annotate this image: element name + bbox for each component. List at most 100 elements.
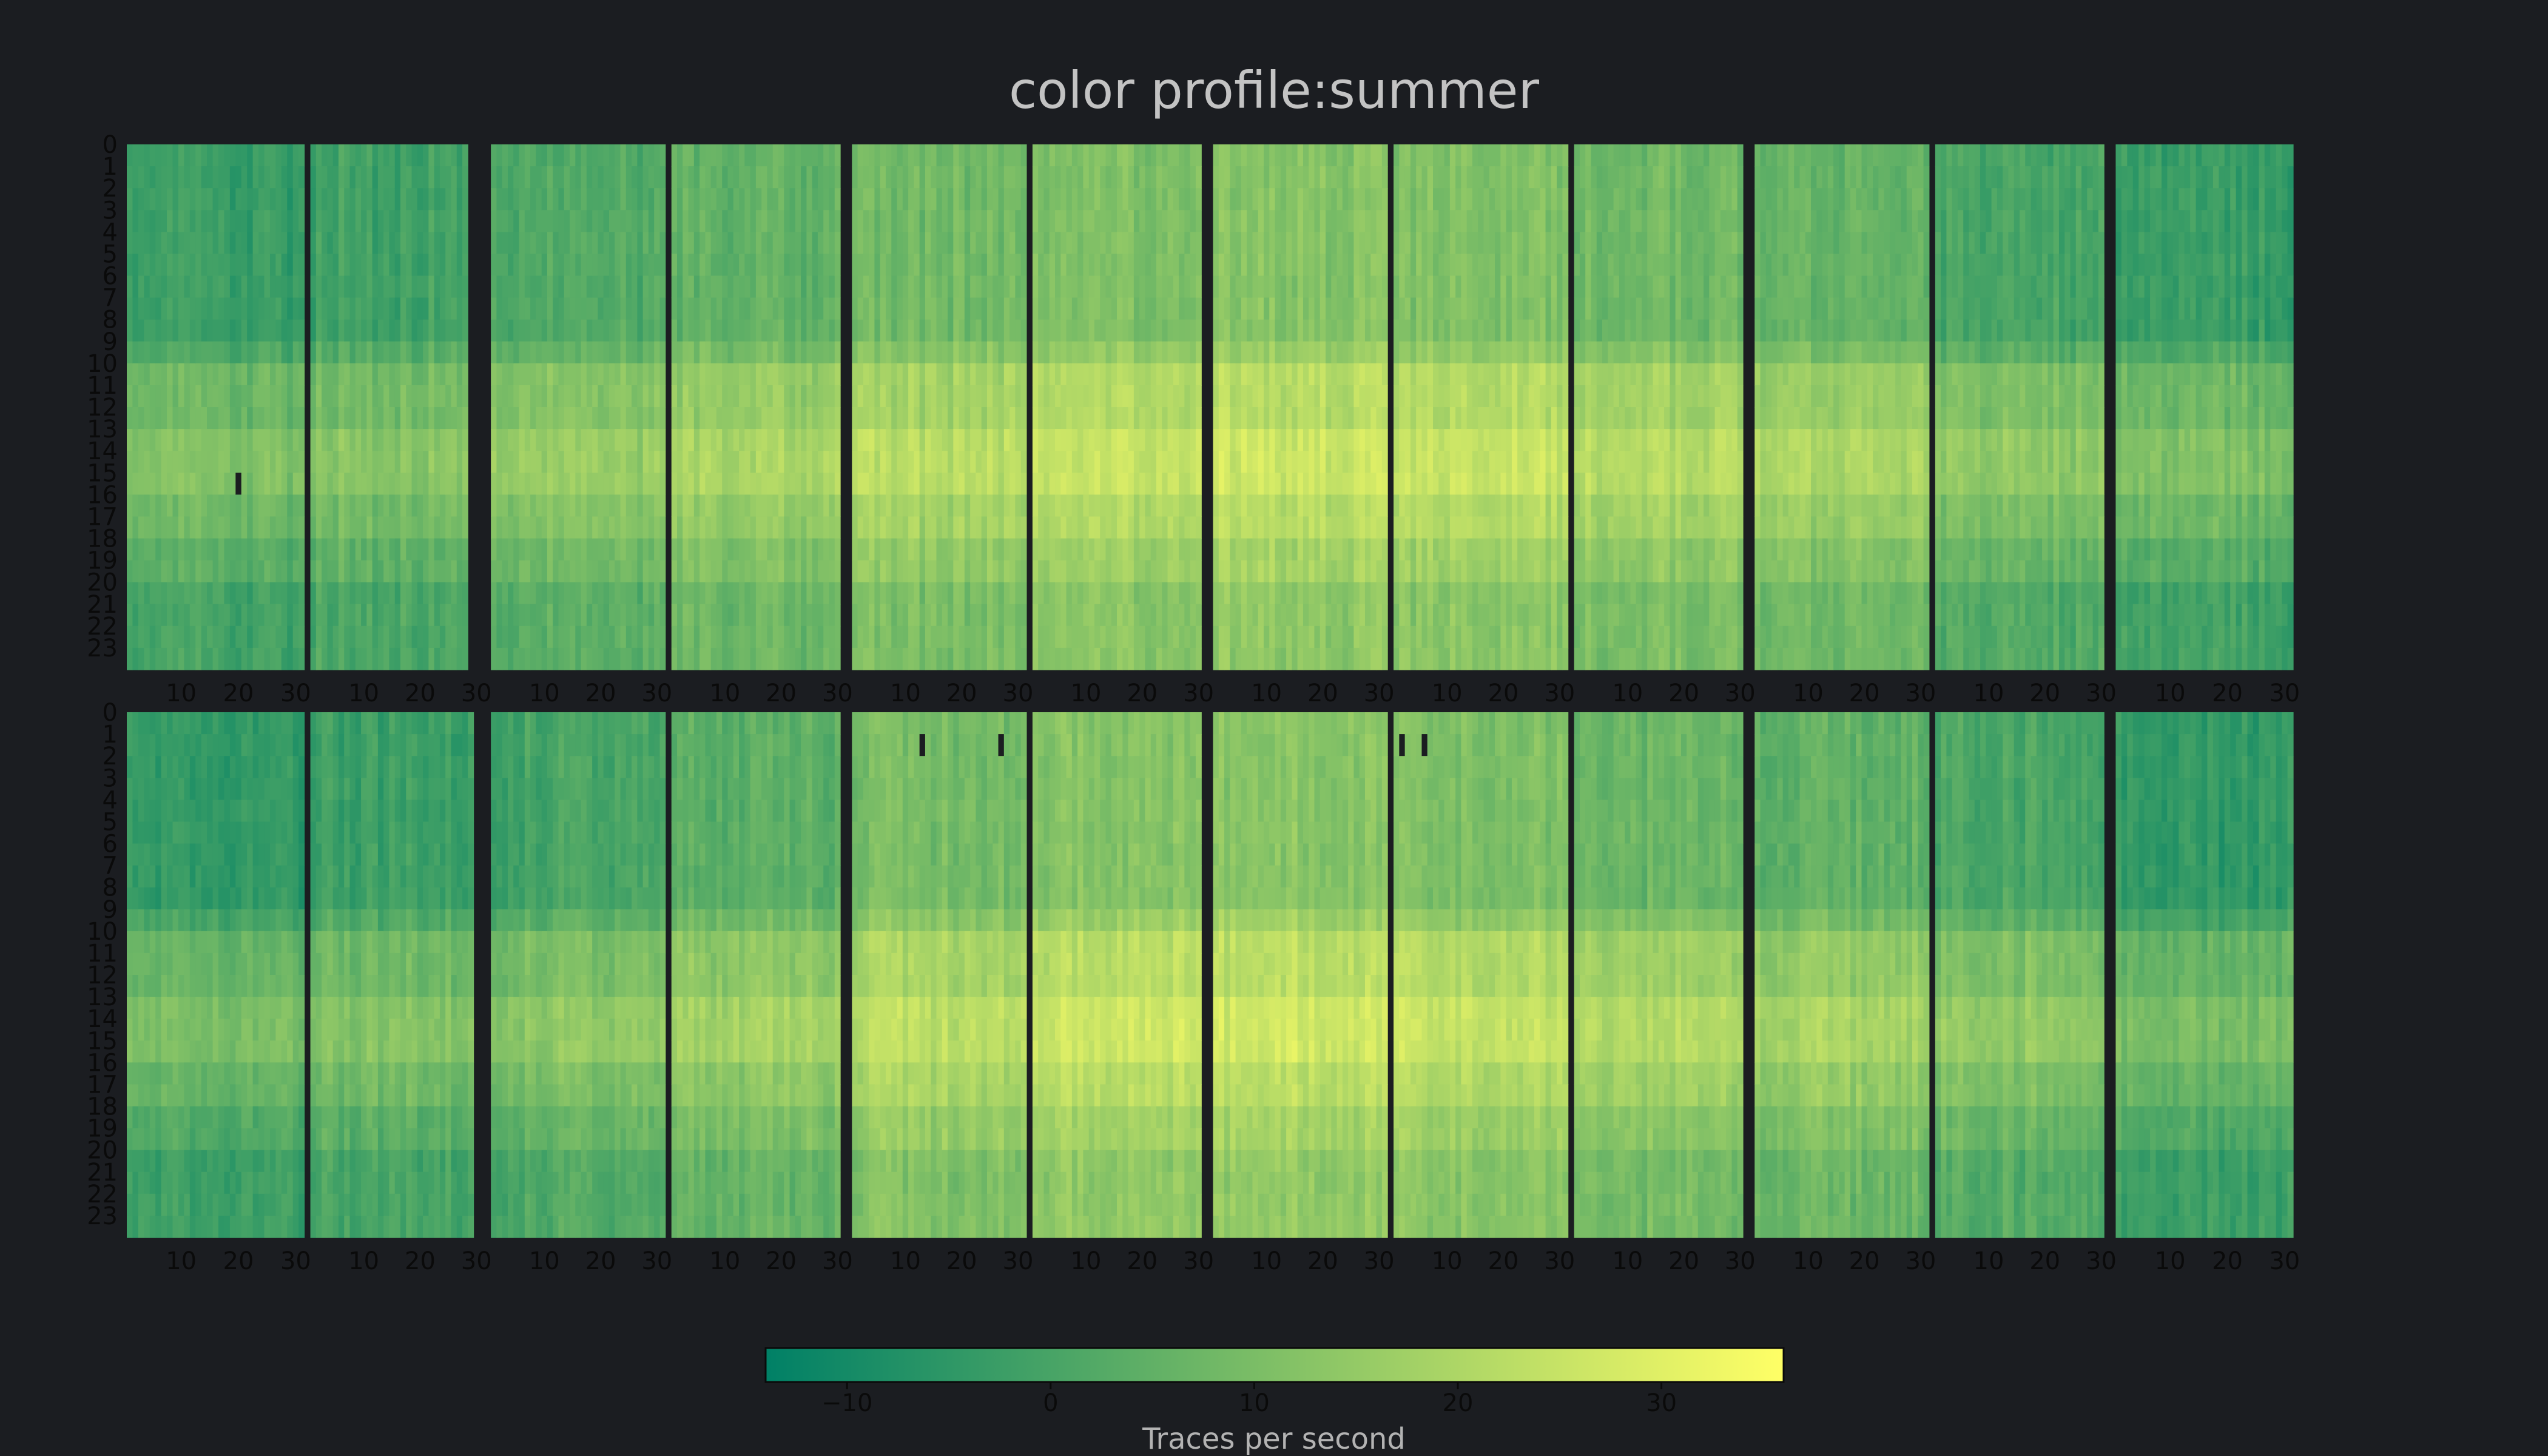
heatmap-cell (275, 319, 282, 342)
heatmap-cell (857, 604, 864, 627)
heatmap-cell (710, 144, 717, 167)
heatmap-cell (553, 210, 559, 232)
heatmap-cell (207, 166, 214, 189)
heatmap-cell (586, 473, 593, 495)
heatmap-cell (1336, 516, 1343, 539)
heatmap-cell (344, 516, 351, 539)
heatmap-cell (1336, 275, 1343, 298)
heatmap-cell (705, 429, 712, 451)
heatmap-cell (919, 560, 926, 583)
heatmap-cell (247, 647, 254, 670)
heatmap-cell (1077, 144, 1084, 167)
heatmap-cell (705, 166, 712, 189)
heatmap-cell (207, 560, 214, 583)
heatmap-cell (1213, 188, 1219, 211)
heatmap-cell (885, 604, 892, 627)
heatmap-cell (964, 538, 971, 561)
heatmap-cell (1275, 560, 1281, 583)
heatmap-cell (1213, 451, 1219, 473)
heatmap-cell (1122, 341, 1129, 364)
heatmap-cell (981, 254, 988, 277)
heatmap-cell (508, 297, 514, 320)
heatmap-cell (654, 407, 661, 430)
heatmap-cell (355, 473, 362, 495)
heatmap-cell (224, 319, 231, 342)
heatmap-cell (394, 407, 401, 430)
heatmap-cell (377, 582, 384, 605)
heatmap-cell (1128, 451, 1134, 473)
heatmap-cell (897, 516, 903, 539)
x-tick-label: 30 (280, 679, 311, 707)
heatmap-cell (625, 604, 632, 627)
heatmap-cell (852, 516, 858, 539)
heatmap-cell (366, 582, 373, 605)
heatmap-cell (772, 538, 779, 561)
heatmap-cell (637, 254, 644, 277)
heatmap-cell (423, 473, 429, 495)
heatmap-cell (936, 451, 943, 473)
heatmap-cell (310, 319, 317, 342)
heatmap-cell (553, 275, 559, 298)
heatmap-cell (218, 582, 225, 605)
heatmap-cell (1241, 188, 1247, 211)
heatmap-cell (269, 232, 276, 255)
heatmap-cell (1167, 275, 1174, 298)
heatmap-cell (184, 188, 190, 211)
heatmap-cell (218, 363, 225, 386)
heatmap-cell (586, 341, 593, 364)
heatmap-cell (710, 560, 717, 583)
heatmap-cell (377, 297, 384, 320)
heatmap-cell (366, 144, 373, 167)
heatmap-cell (558, 538, 565, 561)
heatmap-cell (434, 341, 440, 364)
heatmap-cell (1213, 516, 1219, 539)
heatmap-cell (322, 560, 328, 583)
heatmap-cell (513, 538, 520, 561)
heatmap-cell (127, 494, 133, 517)
heatmap-cell (598, 647, 604, 670)
heatmap-cell (389, 407, 396, 430)
heatmap-cell (1348, 473, 1355, 495)
heatmap-cell (705, 188, 712, 211)
heatmap-cell (710, 538, 717, 561)
heatmap-cell (677, 407, 683, 430)
heatmap-cell (964, 494, 971, 517)
heatmap-cell (327, 275, 334, 298)
heatmap-cell (1179, 297, 1185, 320)
heatmap-cell (1162, 494, 1168, 517)
heatmap-cell (874, 560, 881, 583)
heatmap-cell (863, 625, 869, 649)
heatmap-cell (1195, 275, 1202, 298)
heatmap-cell (258, 560, 265, 583)
heatmap-cell (338, 516, 345, 539)
heatmap-cell (1252, 166, 1259, 189)
heatmap-cell (1230, 625, 1236, 649)
heatmap-cell (189, 275, 196, 298)
heatmap-cell (1128, 144, 1134, 167)
x-tick-label: 10 (529, 679, 560, 707)
heatmap-cell (564, 538, 570, 561)
heatmap-cell (863, 275, 869, 298)
heatmap-cell (608, 297, 615, 320)
heatmap-cell (195, 451, 202, 473)
heatmap-cell (1314, 582, 1321, 605)
heatmap-cell (632, 341, 638, 364)
heatmap-cell (688, 538, 695, 561)
heatmap-cell (451, 275, 457, 298)
heatmap-cell (1105, 494, 1112, 517)
heatmap-cell (201, 188, 207, 211)
heatmap-cell (891, 232, 898, 255)
heatmap-cell (172, 604, 179, 627)
heatmap-cell (508, 625, 514, 649)
heatmap-cell (1071, 297, 1078, 320)
heatmap-cell (138, 275, 144, 298)
heatmap-cell (1003, 560, 1010, 583)
heatmap-cell (705, 451, 712, 473)
heatmap-cell (914, 254, 920, 277)
heatmap-cell (1230, 188, 1236, 211)
heatmap-cell (524, 516, 531, 539)
heatmap-cell (885, 429, 892, 451)
heatmap-cell (908, 494, 914, 517)
heatmap-cell (570, 232, 576, 255)
heatmap-cell (1094, 254, 1100, 277)
